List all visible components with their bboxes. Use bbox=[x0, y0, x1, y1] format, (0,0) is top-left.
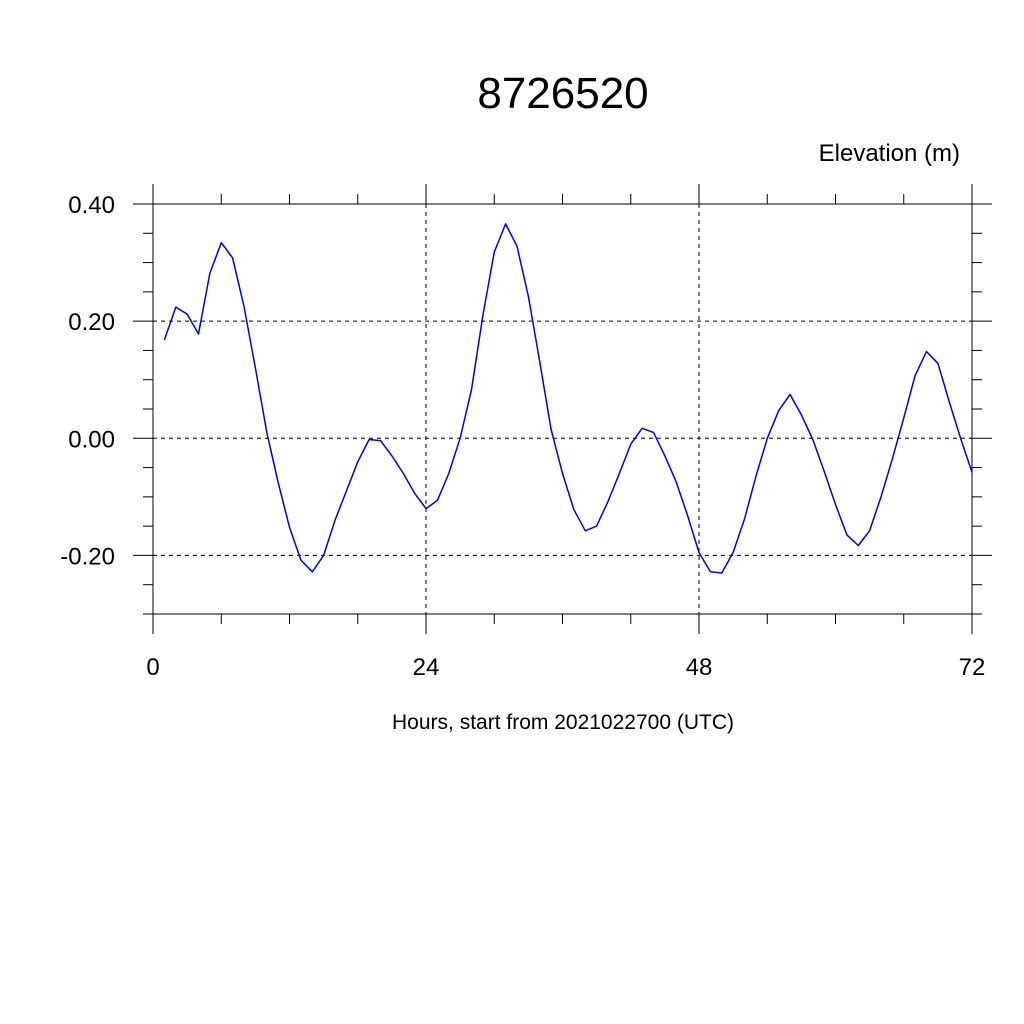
y-tick-label: -0.20 bbox=[60, 543, 115, 570]
x-tick-label: 0 bbox=[146, 654, 159, 681]
grid-lines bbox=[153, 203, 973, 614]
x-axis-label: Hours, start from 2021022700 (UTC) bbox=[392, 711, 734, 734]
y-tick-label: 0.00 bbox=[68, 426, 115, 453]
tick-labels: 0.40 0.20 0.00 -0.20 0 24 48 72 bbox=[60, 192, 985, 681]
x-tick-label: 24 bbox=[413, 654, 440, 681]
series-layer bbox=[163, 223, 973, 574]
y-tick-label: 0.40 bbox=[68, 192, 115, 219]
y-tick-label: 0.20 bbox=[68, 309, 115, 336]
x-tick-label: 72 bbox=[959, 654, 986, 681]
series-line bbox=[163, 223, 973, 574]
x-tick-label: 48 bbox=[686, 654, 713, 681]
axis-ticks bbox=[133, 184, 992, 634]
plot-frame bbox=[152, 203, 973, 615]
chart-title: 8726520 bbox=[477, 69, 648, 118]
y-axis-label: Elevation (m) bbox=[819, 140, 960, 167]
